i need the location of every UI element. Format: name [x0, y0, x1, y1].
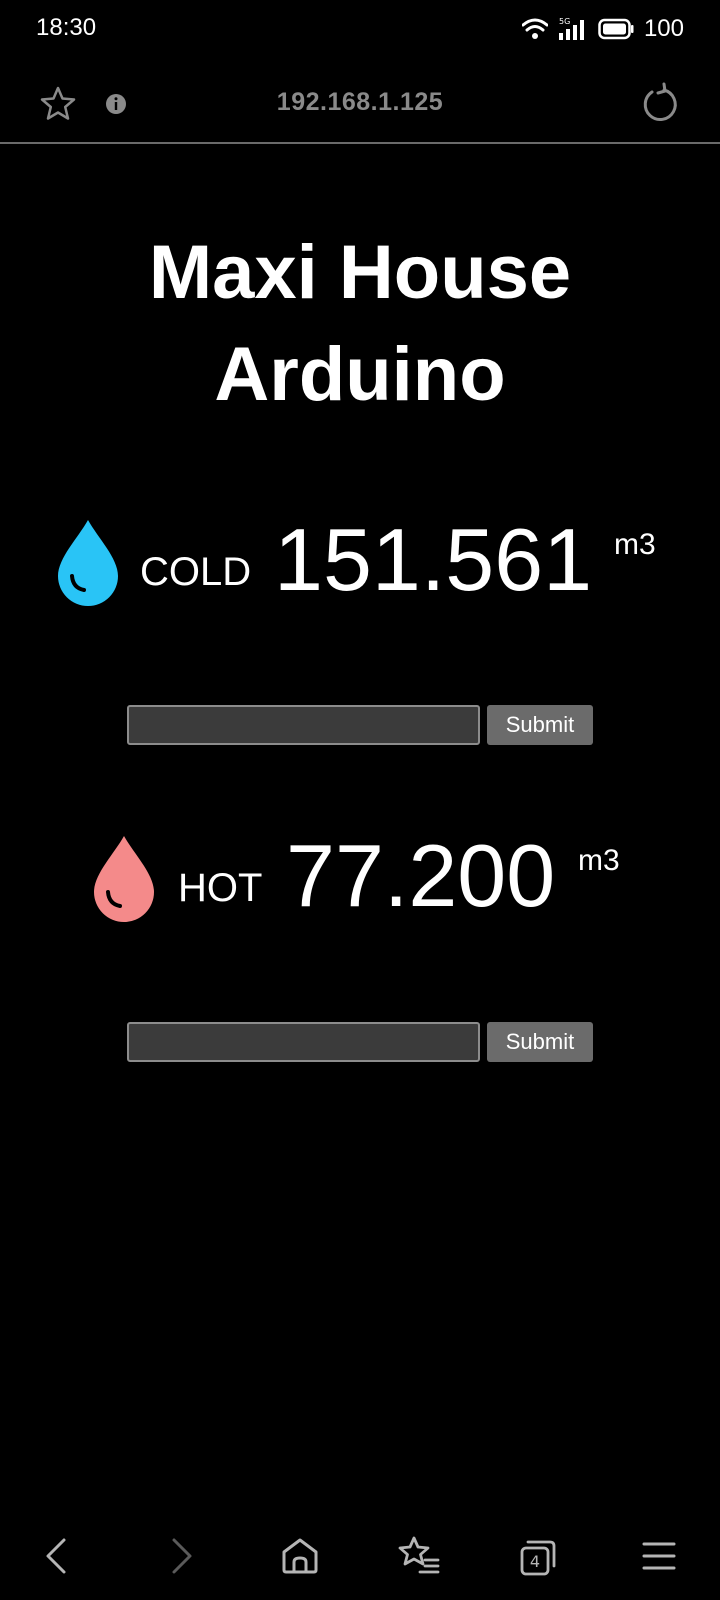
browser-bottom-nav: 4 [0, 1520, 720, 1590]
cold-submit-button[interactable]: Submit [487, 705, 593, 745]
hot-submit-button[interactable]: Submit [487, 1022, 593, 1062]
cold-unit: m3 [614, 528, 656, 561]
page-title: Maxi House Arduino [0, 222, 720, 426]
network-type-label: 5G [559, 17, 570, 26]
tabs-icon[interactable]: 4 [516, 1534, 560, 1578]
browser-toolbar: 192.168.1.125 [0, 64, 720, 144]
reload-icon[interactable] [638, 82, 682, 126]
title-line-2: Arduino [214, 332, 506, 417]
status-bar: 18:30 5G 100 [0, 0, 720, 58]
cold-reading-input[interactable] [127, 705, 480, 745]
cold-label: COLD [140, 550, 252, 594]
battery-level: 100 [643, 15, 684, 42]
hot-reading: 77.200 [286, 826, 556, 925]
bookmarks-icon[interactable] [398, 1534, 442, 1578]
battery-icon [598, 18, 634, 40]
wifi-icon [521, 18, 548, 39]
cold-water-drop-icon [58, 520, 118, 606]
hot-reading-input[interactable] [127, 1022, 480, 1062]
forward-icon[interactable] [158, 1534, 202, 1578]
home-icon[interactable] [278, 1534, 322, 1578]
status-time: 18:30 [36, 14, 97, 41]
cellular-signal-icon: 5G [558, 17, 584, 40]
hot-unit: m3 [578, 844, 620, 877]
info-icon[interactable] [104, 92, 128, 116]
title-line-1: Maxi House [148, 230, 572, 315]
hot-water-meter: HOT 77.200 m3 [0, 826, 720, 936]
status-icons: 5G 100 [521, 14, 684, 44]
address-bar-url[interactable]: 192.168.1.125 [276, 88, 444, 116]
hot-label: HOT [178, 866, 263, 910]
back-icon[interactable] [36, 1534, 80, 1578]
cold-reading: 151.561 [274, 510, 593, 609]
star-icon[interactable] [38, 84, 78, 124]
cold-water-meter: COLD 151.561 m3 [0, 510, 720, 620]
tab-count: 4 [530, 1552, 540, 1571]
menu-icon[interactable] [638, 1534, 682, 1578]
hot-water-drop-icon [94, 836, 154, 922]
